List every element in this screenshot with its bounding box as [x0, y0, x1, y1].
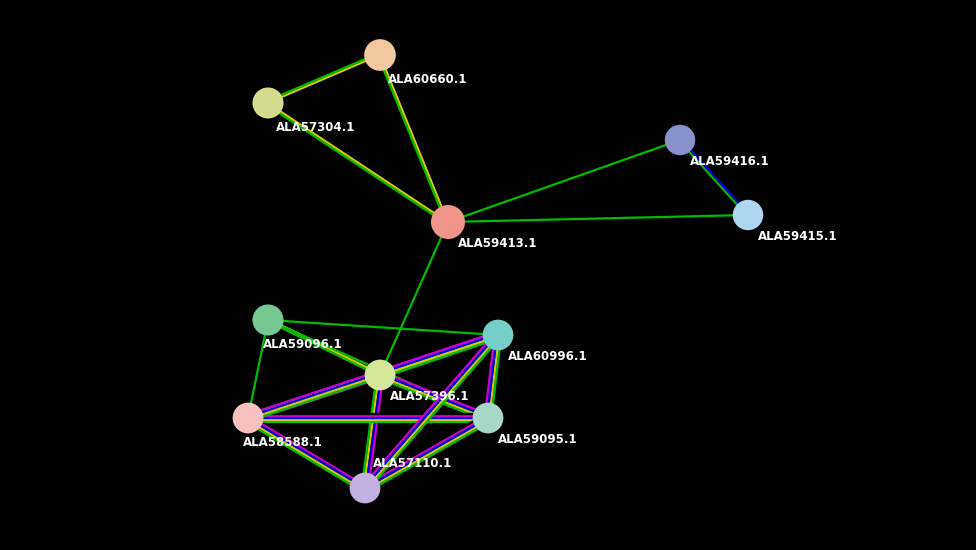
Point [740, 211, 755, 219]
Text: ALA60660.1: ALA60660.1 [388, 73, 468, 86]
Text: ALA59096.1: ALA59096.1 [263, 338, 343, 351]
Point [480, 414, 496, 422]
Text: ALA59095.1: ALA59095.1 [498, 433, 578, 446]
Point [261, 316, 276, 324]
Point [372, 51, 387, 59]
Text: ALA60996.1: ALA60996.1 [508, 350, 588, 363]
Point [672, 136, 688, 145]
Text: ALA57110.1: ALA57110.1 [373, 457, 452, 470]
Point [490, 331, 506, 339]
Text: ALA59416.1: ALA59416.1 [690, 155, 770, 168]
Text: ALA57396.1: ALA57396.1 [390, 390, 469, 403]
Text: ALA59415.1: ALA59415.1 [758, 230, 837, 243]
Text: ALA58588.1: ALA58588.1 [243, 436, 323, 449]
Text: ALA59413.1: ALA59413.1 [458, 237, 538, 250]
Point [261, 98, 276, 107]
Text: ALA57304.1: ALA57304.1 [276, 121, 355, 134]
Point [240, 414, 256, 422]
Point [357, 483, 373, 492]
Point [372, 371, 387, 380]
Point [440, 218, 456, 227]
